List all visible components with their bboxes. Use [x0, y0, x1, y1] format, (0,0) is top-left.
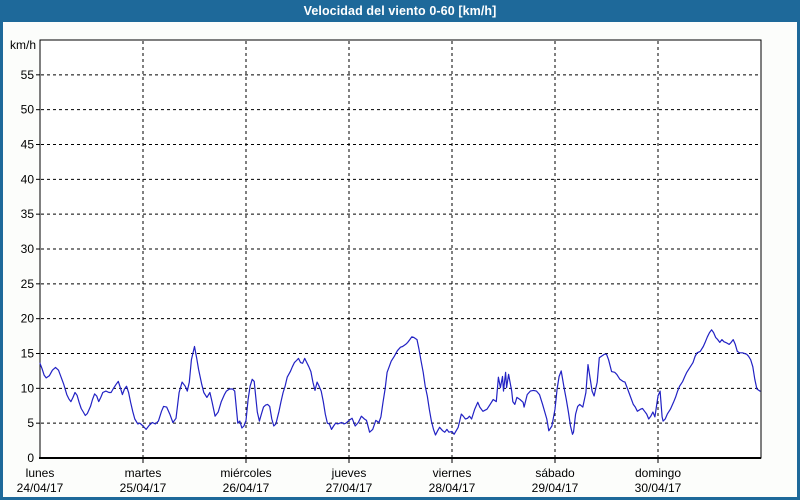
x-axis-day-name-0: lunes: [26, 466, 55, 480]
y-axis-tick-label-45: 45: [21, 138, 35, 152]
y-axis-tick-label-20: 20: [21, 312, 35, 326]
y-axis-tick-label-40: 40: [21, 172, 35, 186]
x-axis-day-date-1: 25/04/17: [120, 481, 167, 495]
x-axis-day-name-3: jueves: [331, 466, 367, 480]
x-axis-day-name-5: sábado: [535, 466, 575, 480]
y-axis-unit-label: km/h: [10, 38, 36, 52]
plot-area: [39, 39, 762, 459]
x-axis-day-date-0: 24/04/17: [17, 481, 64, 495]
title-bar: Velocidad del viento 0-60 [km/h]: [0, 0, 800, 22]
y-axis-tick-label-15: 15: [21, 347, 35, 361]
y-axis-tick-label-5: 5: [27, 416, 34, 430]
y-axis-tick-label-30: 30: [21, 242, 35, 256]
x-axis-day-date-3: 27/04/17: [326, 481, 373, 495]
x-axis-day-date-6: 30/04/17: [635, 481, 682, 495]
x-axis-day-name-6: domingo: [635, 466, 681, 480]
y-axis-tick-label-0: 0: [27, 451, 34, 465]
wind-speed-series-line: [39, 329, 761, 436]
y-axis-tick-label-55: 55: [21, 68, 35, 82]
y-axis-tick-label-10: 10: [21, 381, 35, 395]
x-axis-day-date-2: 26/04/17: [223, 481, 270, 495]
y-axis-tick-label-25: 25: [21, 277, 35, 291]
x-axis-day-name-4: viernes: [433, 466, 472, 480]
x-axis-day-name-2: miércoles: [220, 466, 271, 480]
x-axis-day-name-1: martes: [125, 466, 162, 480]
x-axis-day-date-5: 29/04/17: [532, 481, 579, 495]
y-axis-tick-label-35: 35: [21, 207, 35, 221]
x-axis-day-date-4: 28/04/17: [429, 481, 476, 495]
y-axis-tick-label-50: 50: [21, 103, 35, 117]
window-title: Velocidad del viento 0-60 [km/h]: [303, 4, 497, 18]
